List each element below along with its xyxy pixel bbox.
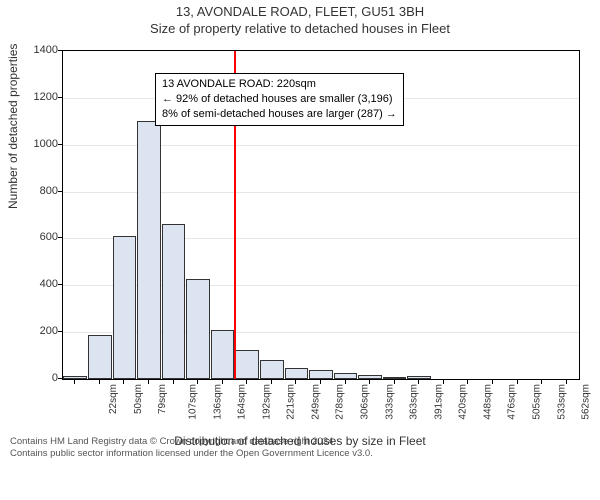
histogram-bar <box>186 279 210 379</box>
x-tick-mark <box>271 380 272 384</box>
info-box: 13 AVONDALE ROAD: 220sqm ← 92% of detach… <box>155 73 404 126</box>
y-tick-mark <box>58 284 62 285</box>
y-tick-label: 600 <box>40 231 58 243</box>
x-tick-label: 164sqm <box>237 384 248 420</box>
y-tick-mark <box>58 50 62 51</box>
x-tick-label: 136sqm <box>212 384 223 420</box>
x-tick-label: 278sqm <box>335 384 346 420</box>
x-tick-mark <box>467 380 468 384</box>
x-tick-label: 221sqm <box>286 384 297 420</box>
x-tick-label: 363sqm <box>409 384 420 420</box>
x-tick-label: 50sqm <box>133 384 144 414</box>
page-title: 13, AVONDALE ROAD, FLEET, GU51 3BH <box>0 4 600 19</box>
y-tick-mark <box>58 191 62 192</box>
y-tick-mark <box>58 331 62 332</box>
x-tick-label: 420sqm <box>458 384 469 420</box>
x-tick-mark <box>74 380 75 384</box>
x-axis-label: Distribution of detached houses by size … <box>0 434 600 448</box>
info-line-3: 8% of semi-detached houses are larger (2… <box>162 107 397 122</box>
x-tick-mark <box>517 380 518 384</box>
x-tick-label: 448sqm <box>482 384 493 420</box>
x-tick-label: 22sqm <box>108 384 119 414</box>
y-tick-label: 1200 <box>34 91 58 103</box>
plot-area: 13 AVONDALE ROAD: 220sqm ← 92% of detach… <box>62 50 580 380</box>
x-tick-label: 333sqm <box>384 384 395 420</box>
y-tick-label: 800 <box>40 185 58 197</box>
y-tick-mark <box>58 237 62 238</box>
x-tick-label: 533sqm <box>556 384 567 420</box>
histogram-bar <box>358 375 382 379</box>
x-tick-label: 306sqm <box>360 384 371 420</box>
x-tick-mark <box>320 380 321 384</box>
x-tick-mark <box>148 380 149 384</box>
histogram-bar <box>162 224 186 379</box>
x-tick-mark <box>295 380 296 384</box>
x-tick-mark <box>123 380 124 384</box>
info-line-1: 13 AVONDALE ROAD: 220sqm <box>162 77 397 92</box>
y-axis-label: Number of detached properties <box>6 44 20 209</box>
y-tick-mark <box>58 97 62 98</box>
x-tick-label: 107sqm <box>188 384 199 420</box>
histogram-bar <box>63 376 87 379</box>
histogram-bar <box>285 368 309 379</box>
x-tick-mark <box>566 380 567 384</box>
x-tick-mark <box>418 380 419 384</box>
x-tick-label: 476sqm <box>507 384 518 420</box>
x-tick-mark <box>369 380 370 384</box>
histogram-bar <box>334 373 358 379</box>
histogram-bar <box>407 376 431 379</box>
x-tick-mark <box>173 380 174 384</box>
x-tick-label: 505sqm <box>532 384 543 420</box>
histogram-bar <box>137 121 161 379</box>
x-tick-label: 249sqm <box>310 384 321 420</box>
y-tick-label: 1000 <box>34 138 58 150</box>
x-tick-mark <box>394 380 395 384</box>
x-tick-label: 391sqm <box>433 384 444 420</box>
y-tick-mark <box>58 378 62 379</box>
x-tick-mark <box>222 380 223 384</box>
histogram-bar <box>113 236 137 379</box>
histogram-chart: 13 AVONDALE ROAD: 220sqm ← 92% of detach… <box>0 36 600 436</box>
histogram-bar <box>211 330 235 379</box>
x-tick-mark <box>541 380 542 384</box>
page-subtitle: Size of property relative to detached ho… <box>0 21 600 36</box>
y-tick-mark <box>58 144 62 145</box>
x-tick-mark <box>345 380 346 384</box>
y-tick-label: 400 <box>40 278 58 290</box>
x-tick-mark <box>246 380 247 384</box>
x-tick-mark <box>99 380 100 384</box>
x-tick-mark <box>492 380 493 384</box>
histogram-bar <box>309 370 333 379</box>
x-tick-label: 562sqm <box>581 384 592 420</box>
x-tick-label: 192sqm <box>261 384 272 420</box>
histogram-bar <box>235 350 259 379</box>
x-tick-label: 79sqm <box>157 384 168 414</box>
attribution-line-2: Contains public sector information licen… <box>10 448 590 460</box>
x-tick-mark <box>443 380 444 384</box>
y-tick-label: 200 <box>40 325 58 337</box>
histogram-bar <box>383 377 407 379</box>
histogram-bar <box>260 360 284 379</box>
histogram-bar <box>88 335 112 380</box>
x-tick-mark <box>197 380 198 384</box>
info-line-2: ← 92% of detached houses are smaller (3,… <box>162 92 397 107</box>
y-tick-label: 1400 <box>34 44 58 56</box>
